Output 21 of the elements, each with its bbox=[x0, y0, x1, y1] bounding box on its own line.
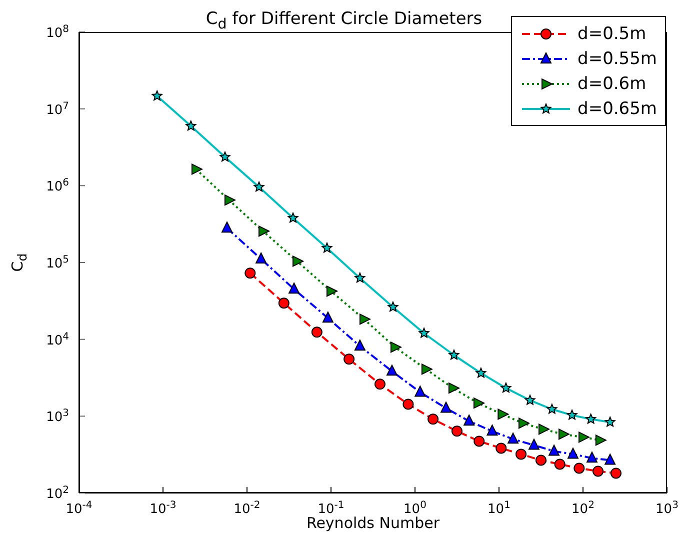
y-tick-label: 10$^{3}$ bbox=[46, 408, 69, 426]
x-tick-label: 10$^{-3}$ bbox=[150, 500, 176, 517]
x-tick-label: 10$^{-1}$ bbox=[318, 500, 344, 517]
x-tick-label: 10$^{-2}$ bbox=[234, 500, 260, 517]
y-tick-label: 10$^{4}$ bbox=[46, 330, 69, 348]
x-tick-label: 10$^{3}$ bbox=[656, 500, 678, 517]
y-tick-label: 10$^{6}$ bbox=[46, 177, 69, 195]
x-tick-label: 10$^{1}$ bbox=[488, 500, 510, 517]
x-axis-title: Reynolds Number bbox=[306, 514, 440, 532]
x-tick-label: 10$^{-4}$ bbox=[66, 500, 92, 517]
x-tick-label: 10$^{0}$ bbox=[404, 500, 426, 517]
legend-label: d=0.6m bbox=[578, 74, 646, 94]
legend-label: d=0.65m bbox=[578, 98, 657, 118]
legend-label: d=0.55m bbox=[578, 48, 657, 68]
y-tick-label: 10$^{7}$ bbox=[46, 100, 69, 118]
chart-title: C$_{d}$ for Different Circle Diameters bbox=[206, 9, 482, 32]
y-tick-label: 10$^{2}$ bbox=[46, 484, 69, 502]
y-tick-label: 10$^{5}$ bbox=[46, 254, 69, 272]
x-tick-label: 10$^{2}$ bbox=[572, 500, 594, 517]
y-tick-label: 10$^{8}$ bbox=[46, 24, 69, 41]
legend-label: d=0.5m bbox=[578, 24, 646, 44]
